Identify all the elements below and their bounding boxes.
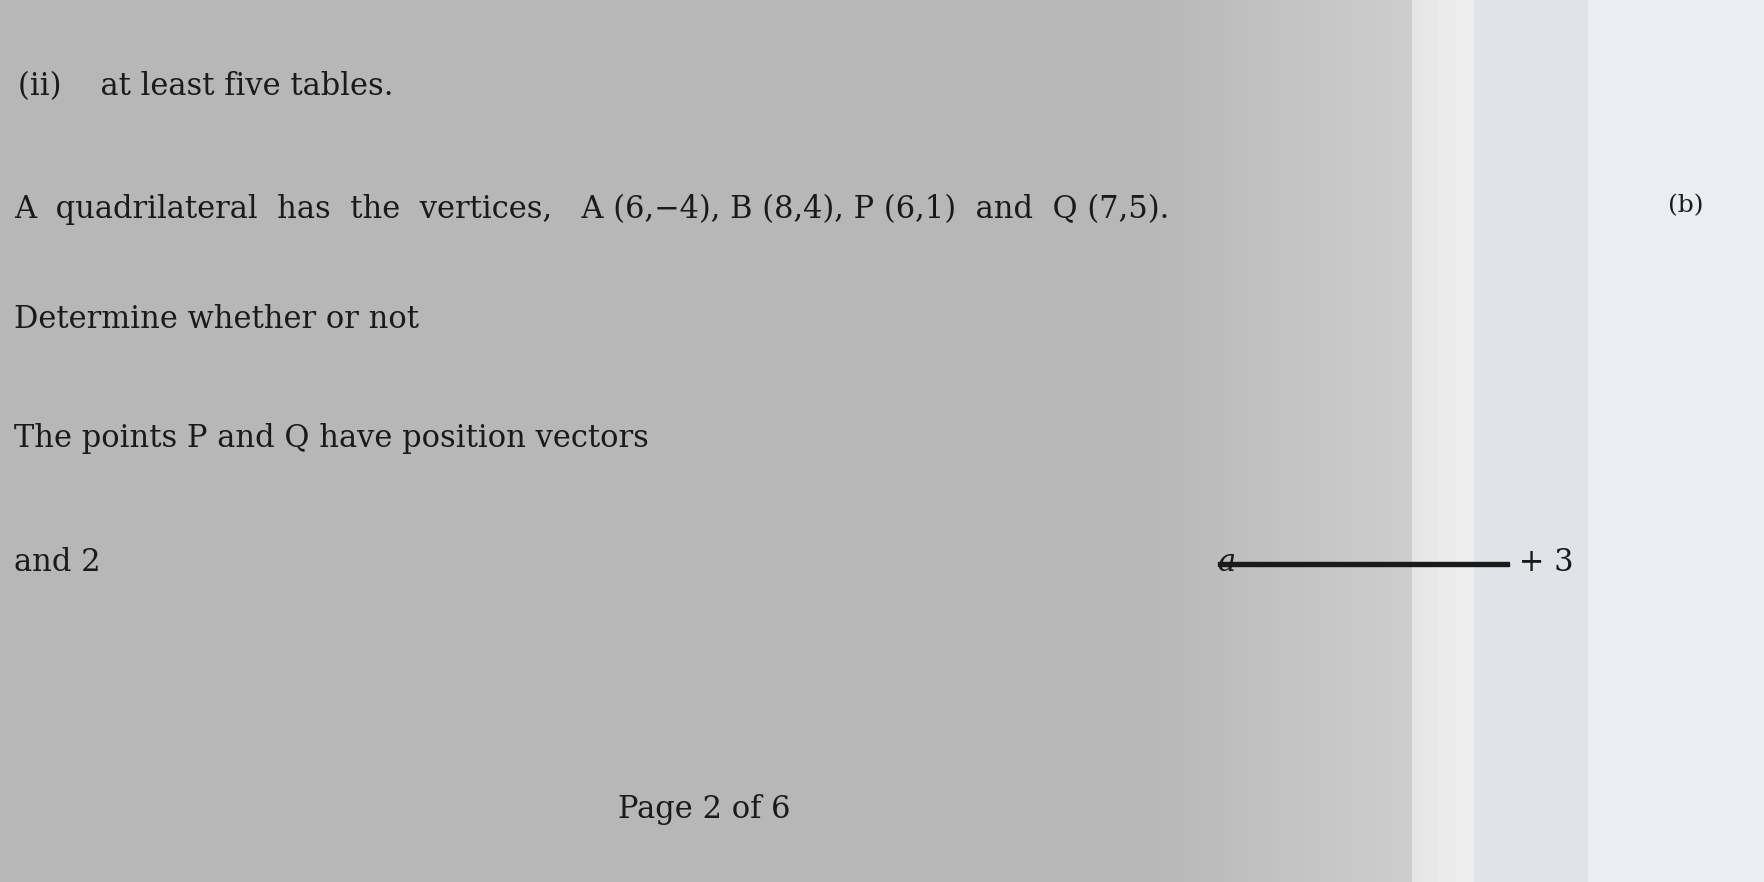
Text: (ii)    at least five tables.: (ii) at least five tables. [18,71,393,101]
Text: Determine whether or not: Determine whether or not [14,304,429,335]
Bar [1473,0,1764,882]
Text: A  quadrilateral  has  the  vertices,   A (6,−4), B (8,4), P (6,1)  and  Q (7,5): A quadrilateral has the vertices, A (6,−… [14,194,1170,225]
Text: and 2: and 2 [14,547,101,578]
Text: The points P and Q have position vectors: The points P and Q have position vectors [14,423,658,454]
Text: a: a [1217,547,1235,578]
Bar [1588,0,1764,882]
Bar [1217,562,1508,566]
Text: + 3: + 3 [1508,547,1573,578]
Text: (b): (b) [1667,194,1702,217]
Text: Page 2 of 6: Page 2 of 6 [617,794,790,825]
